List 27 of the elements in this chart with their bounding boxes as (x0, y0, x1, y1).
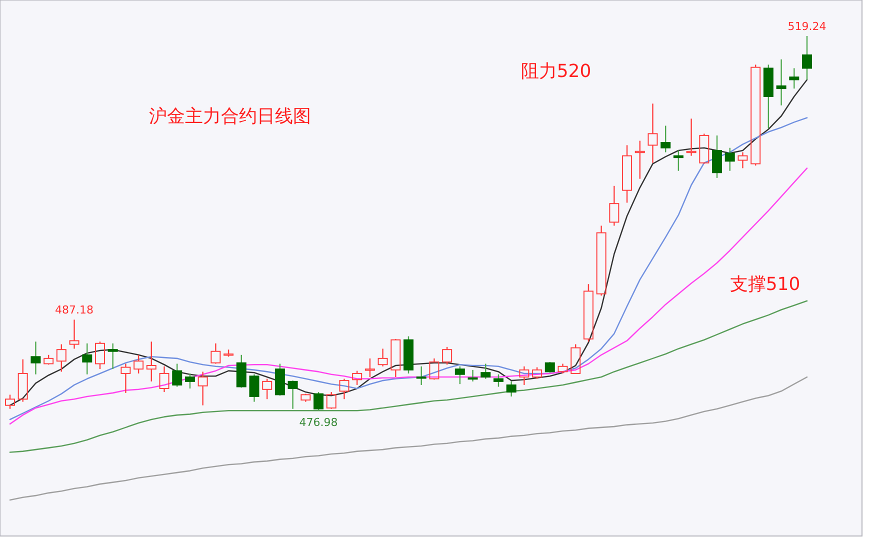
candlestick (622, 144, 632, 204)
candlestick (558, 363, 568, 374)
candlestick (802, 35, 812, 80)
annotation: 沪金主力合约日线图 (149, 106, 311, 127)
candlestick (69, 319, 80, 350)
text: 519.24 (788, 20, 826, 33)
candlestick (609, 185, 620, 226)
candlestick (378, 348, 388, 367)
text: 476.98 (299, 416, 338, 429)
candlestick (506, 380, 516, 398)
candlestick (648, 103, 658, 164)
candlestick (198, 371, 208, 406)
annotation: 阻力520 (520, 61, 592, 82)
candlestick (108, 342, 118, 370)
candlestick (468, 369, 478, 382)
annotation: 支撑510 (730, 274, 800, 295)
candlestick (776, 58, 786, 106)
candlestick (159, 366, 170, 393)
candlestick (519, 366, 530, 386)
candlestick (82, 342, 92, 375)
candlestick (738, 152, 748, 169)
candlestick (146, 341, 156, 382)
candlestick (686, 118, 696, 156)
candlestick (30, 341, 41, 375)
text: 487.18 (55, 304, 94, 317)
candlestick (120, 363, 131, 394)
candlestick (634, 140, 645, 180)
